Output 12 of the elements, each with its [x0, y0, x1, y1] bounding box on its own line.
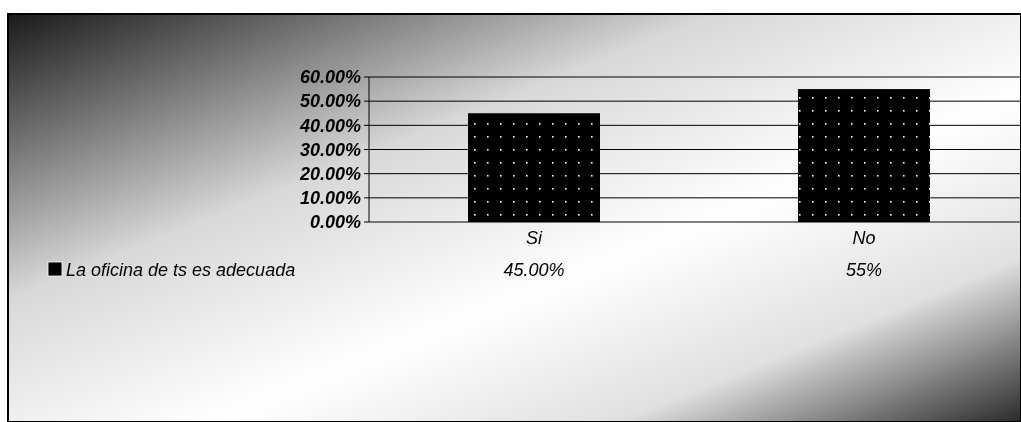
x-tick-label: No	[852, 228, 876, 248]
y-tick-label: 40.00%	[298, 115, 361, 136]
y-tick-label: 20.00%	[298, 163, 361, 184]
text: La oficina de ts es adecuada	[66, 260, 296, 281]
x-tick-label: Si	[525, 228, 543, 248]
data-label: 55%	[845, 260, 883, 281]
y-tick-label: 0.00%	[309, 212, 361, 233]
y-tick-label: 10.00%	[299, 188, 361, 209]
y-tick-label: 50.00%	[299, 91, 361, 112]
data-label: 45.00%	[503, 260, 565, 281]
y-tick-label: 60.00%	[299, 67, 361, 88]
y-tick-label: 30.00%	[299, 139, 361, 160]
